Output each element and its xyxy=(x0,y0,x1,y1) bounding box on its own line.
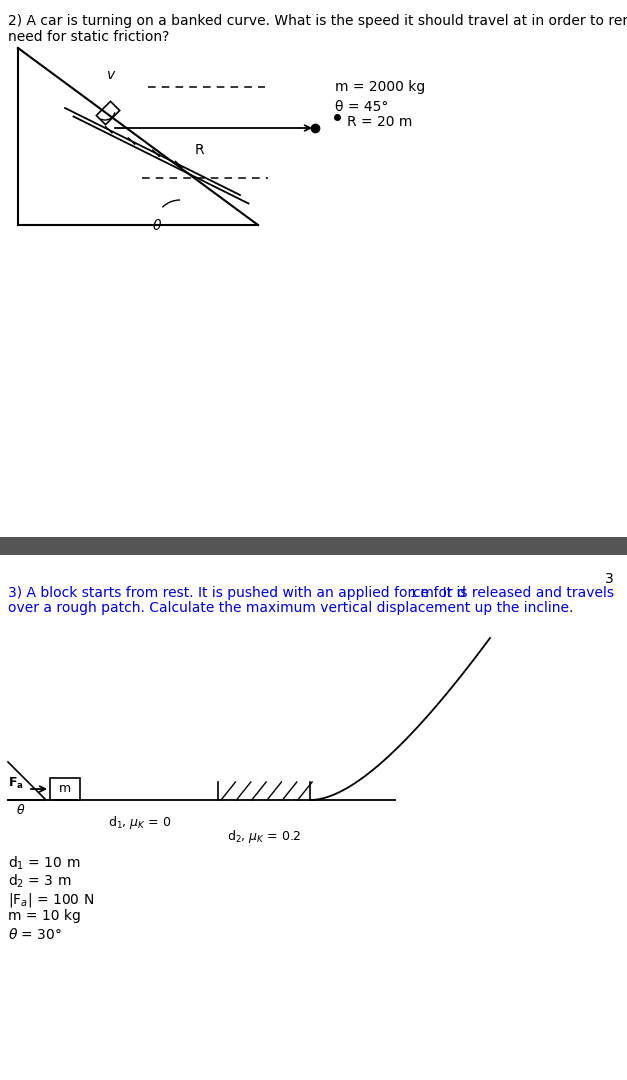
Text: 1: 1 xyxy=(409,589,416,599)
Text: $\theta$: $\theta$ xyxy=(16,804,26,816)
Text: 2) A car is turning on a banked curve. What is the speed it should travel at in : 2) A car is turning on a banked curve. W… xyxy=(8,14,627,28)
Text: d$_2$ = 3 m: d$_2$ = 3 m xyxy=(8,873,71,890)
Text: 3) A block starts from rest. It is pushed with an applied force for d: 3) A block starts from rest. It is pushe… xyxy=(8,586,466,600)
Text: d$_1$ = 10 m: d$_1$ = 10 m xyxy=(8,855,80,873)
Text: m. It is released and travels: m. It is released and travels xyxy=(416,586,614,600)
Text: 3: 3 xyxy=(605,572,614,586)
Text: |F$_a$| = 100 N: |F$_a$| = 100 N xyxy=(8,891,94,909)
Text: $\mathbf{F_a}$: $\mathbf{F_a}$ xyxy=(8,777,24,791)
Text: need for static friction?: need for static friction? xyxy=(8,30,169,44)
Bar xyxy=(50,778,80,800)
Text: m = 2000 kg: m = 2000 kg xyxy=(335,80,425,94)
Text: R = 20 m: R = 20 m xyxy=(347,114,413,129)
Text: $\theta$: $\theta$ xyxy=(152,218,162,233)
Text: d$_2$, $\mu_K$ = 0.2: d$_2$, $\mu_K$ = 0.2 xyxy=(227,828,301,845)
Text: d$_1$, $\mu_K$ = 0: d$_1$, $\mu_K$ = 0 xyxy=(108,814,172,831)
Text: over a rough patch. Calculate the maximum vertical displacement up the incline.: over a rough patch. Calculate the maximu… xyxy=(8,600,573,615)
Text: $\theta$ = 30°: $\theta$ = 30° xyxy=(8,927,62,942)
Text: m = 10 kg: m = 10 kg xyxy=(8,909,81,923)
Bar xyxy=(0,537,627,555)
Text: R: R xyxy=(195,143,204,157)
Text: v: v xyxy=(107,68,115,82)
Text: m: m xyxy=(59,783,71,796)
Text: θ = 45°: θ = 45° xyxy=(335,100,388,114)
